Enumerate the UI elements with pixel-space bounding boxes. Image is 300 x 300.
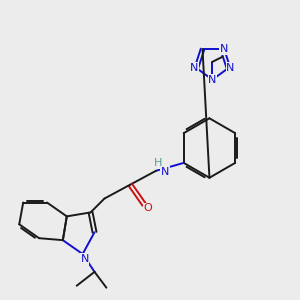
Text: N: N: [190, 63, 199, 73]
Text: N: N: [226, 63, 235, 73]
Text: N: N: [208, 75, 217, 85]
Text: H: H: [154, 158, 162, 168]
Text: N: N: [161, 167, 169, 177]
Text: N: N: [80, 254, 89, 264]
Text: O: O: [144, 203, 152, 214]
Text: N: N: [220, 44, 229, 54]
